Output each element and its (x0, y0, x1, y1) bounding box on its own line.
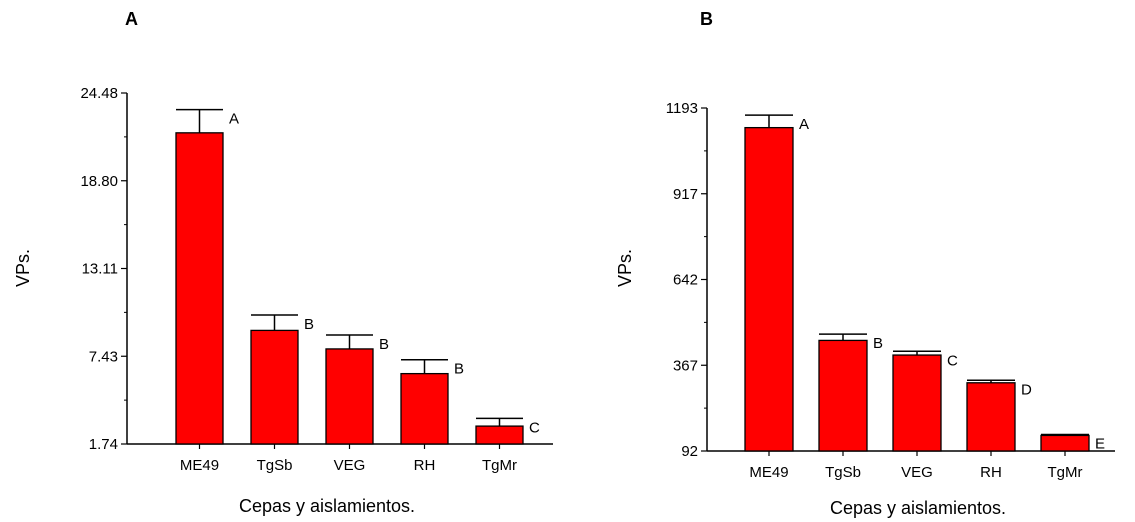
significance-label: B (379, 336, 389, 353)
y-tick-label: 13.11 (82, 261, 118, 278)
x-tick-label: TgMr (1048, 464, 1083, 481)
y-tick-label: 642 (673, 272, 698, 289)
bar (475, 425, 524, 445)
significance-label: B (304, 316, 314, 333)
panel-label: A (125, 9, 138, 29)
y-tick-label: 24.48 (80, 85, 118, 102)
bar (250, 329, 299, 445)
chart-marks: 92 367 642 917 1193 A ME49 B TgSb C VEG D RH E TgMr (666, 100, 1115, 481)
y-tick-label: 917 (673, 186, 698, 203)
x-tick-label: TgSb (825, 464, 861, 481)
significance-label: E (1095, 435, 1105, 452)
y-axis-title: VPs. (615, 249, 635, 287)
y-tick-label: 7.43 (89, 348, 118, 365)
y-axis-title: VPs. (13, 249, 33, 287)
significance-label: A (799, 116, 809, 133)
y-tick-label: 18.80 (80, 173, 118, 190)
x-axis-title: Cepas y aislamientos. (830, 498, 1006, 518)
bar (966, 382, 1016, 452)
panel-label: B (700, 9, 713, 29)
x-tick-label: TgMr (482, 457, 517, 474)
bar (325, 348, 374, 445)
x-tick-label: ME49 (749, 464, 788, 481)
chart-panel-a: A VPs. Cepas y aislamientos. 1.74 7.43 13.… (13, 9, 553, 516)
y-tick-label: 1193 (666, 100, 698, 117)
chart-panel-b: B VPs. Cepas y aislamientos. 92 367 642 917… (615, 9, 1115, 518)
x-tick-label: ME49 (180, 457, 219, 474)
x-tick-label: VEG (901, 464, 933, 481)
bar (1040, 434, 1090, 452)
significance-label: C (529, 419, 540, 436)
bar (892, 354, 942, 452)
significance-label: D (1021, 381, 1032, 398)
x-axis-title: Cepas y aislamientos. (239, 496, 415, 516)
y-tick-label: 1.74 (89, 436, 118, 453)
bar (744, 126, 794, 452)
x-tick-label: VEG (334, 457, 366, 474)
bar (818, 339, 868, 452)
y-tick-label: 92 (681, 443, 698, 460)
chart-marks: 1.74 7.43 13.11 18.80 24.48 A ME49 B TgSb B VEG B RH… (80, 85, 553, 474)
x-tick-label: RH (414, 457, 436, 474)
significance-label: C (947, 352, 958, 369)
bar (175, 132, 224, 445)
x-tick-label: RH (980, 464, 1002, 481)
y-tick-label: 367 (673, 357, 698, 374)
significance-label: B (454, 361, 464, 378)
significance-label: B (873, 335, 883, 352)
x-tick-label: TgSb (257, 457, 293, 474)
bar (400, 372, 449, 445)
significance-label: A (229, 111, 239, 128)
